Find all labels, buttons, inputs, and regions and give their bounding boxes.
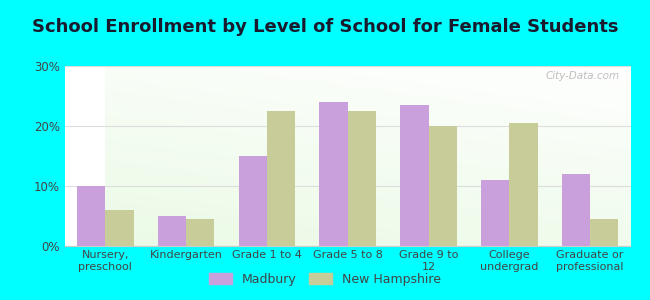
Bar bbox=[510, 123, 538, 246]
Bar bbox=[158, 216, 186, 246]
Bar bbox=[320, 102, 348, 246]
Text: City-Data.com: City-Data.com bbox=[545, 71, 619, 81]
Bar bbox=[77, 186, 105, 246]
Bar bbox=[239, 156, 267, 246]
Bar bbox=[428, 126, 457, 246]
Bar bbox=[105, 210, 134, 246]
Bar bbox=[186, 219, 214, 246]
Bar bbox=[590, 219, 618, 246]
Legend: Madbury, New Hampshire: Madbury, New Hampshire bbox=[204, 268, 446, 291]
Bar bbox=[481, 180, 510, 246]
Text: School Enrollment by Level of School for Female Students: School Enrollment by Level of School for… bbox=[32, 18, 618, 36]
Bar bbox=[400, 105, 428, 246]
Bar bbox=[348, 111, 376, 246]
Bar bbox=[562, 174, 590, 246]
Bar bbox=[267, 111, 295, 246]
